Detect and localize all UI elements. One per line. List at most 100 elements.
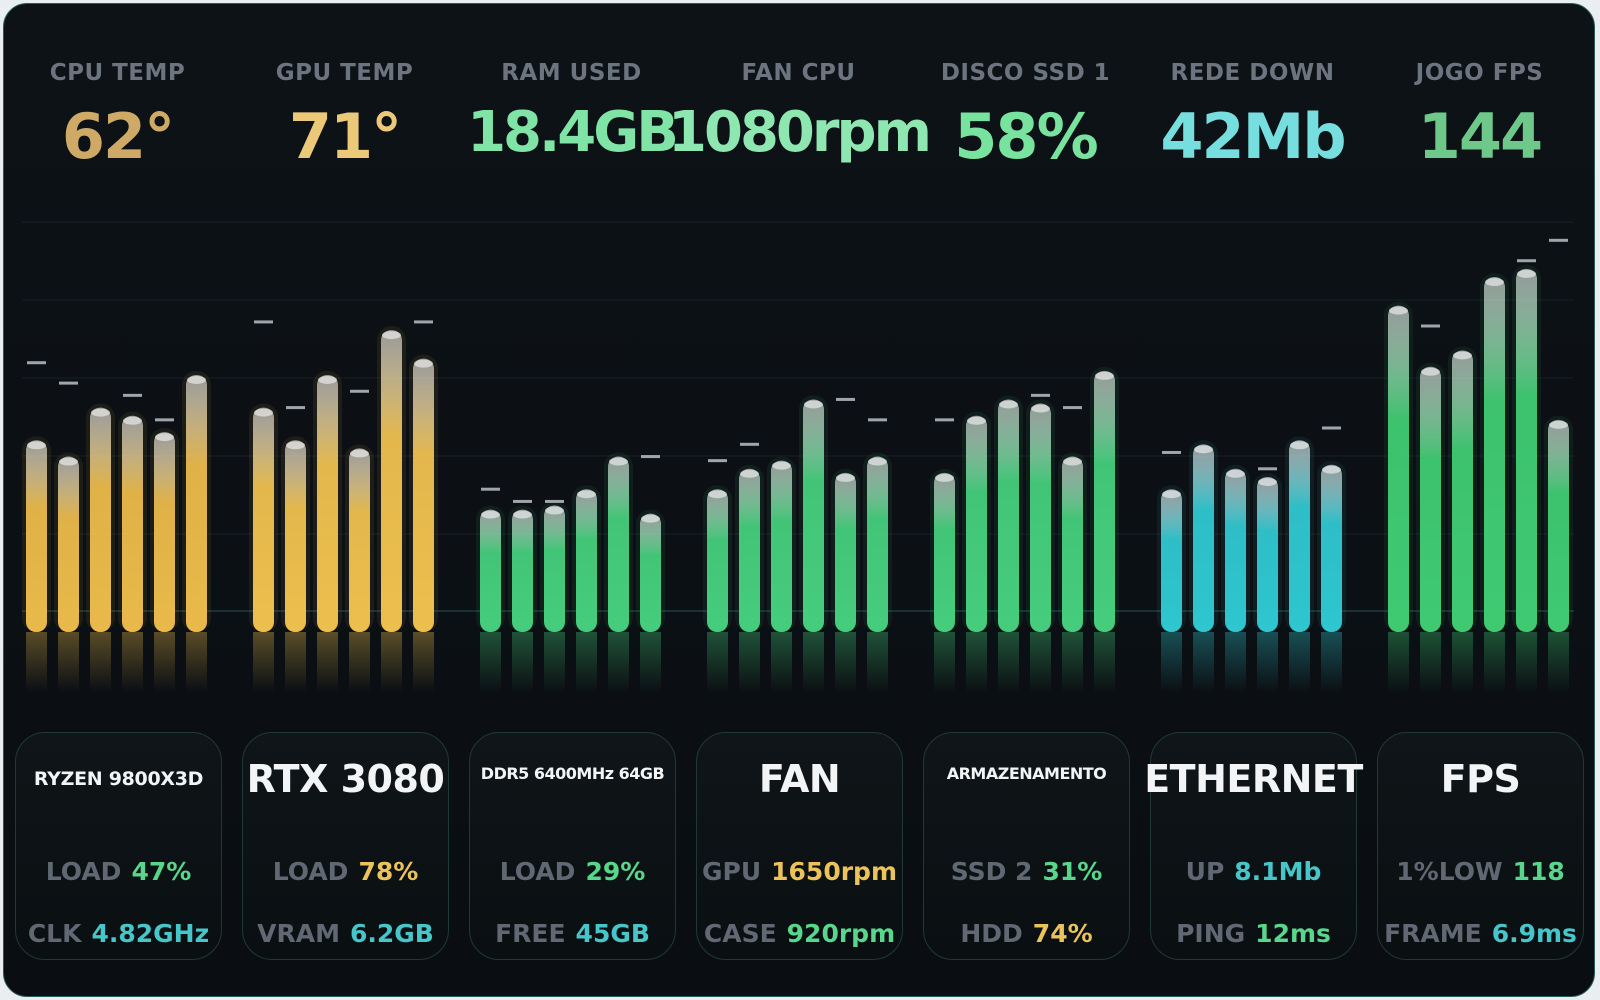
metric-value-net-down: 42Mb <box>1160 100 1346 173</box>
row-key: FRAME <box>1384 919 1482 948</box>
chart-bar <box>576 489 597 632</box>
chart-bar <box>771 460 792 632</box>
bar-reflection <box>26 632 47 692</box>
chart-bar <box>1452 350 1473 632</box>
chart-bar <box>1062 456 1083 632</box>
bar-cap <box>1549 420 1568 429</box>
bar-reflection <box>1516 632 1537 692</box>
bar-cap <box>1389 306 1408 315</box>
chart-bar <box>1257 476 1278 632</box>
bar-cap <box>91 408 110 417</box>
chart-bar <box>349 448 370 632</box>
card-row-fps-low: 1%LOW 118 <box>1378 857 1583 886</box>
chart-bar <box>835 472 856 632</box>
bar-reflection <box>966 632 987 692</box>
chart-bar <box>26 440 47 632</box>
peak-marker <box>123 393 142 397</box>
row-value: 74% <box>1032 919 1093 948</box>
chart-bar <box>1289 440 1310 632</box>
bar-reflection <box>154 632 175 692</box>
metric-label-game-fps: JOGO FPS <box>1415 60 1544 86</box>
bar-cap <box>1226 469 1245 478</box>
bar-reflection <box>1062 632 1083 692</box>
chart-bar <box>480 509 501 632</box>
net-down-column: REDE DOWN 42Mb <box>1139 4 1366 996</box>
card-storage: ARMAZENAMENTO SSD 2 31% HDD 74% <box>923 732 1130 960</box>
bar-reflection <box>739 632 760 692</box>
bar-cap <box>350 449 369 458</box>
peak-marker <box>481 487 500 491</box>
card-title-cpu: RYZEN 9800X3D <box>33 768 204 790</box>
bar-reflection <box>480 632 501 692</box>
bar-cap <box>545 506 564 515</box>
bar-reflection <box>1388 632 1409 692</box>
bar-cap <box>59 457 78 466</box>
bar-cap <box>1322 465 1341 474</box>
chart-bar <box>966 415 987 632</box>
bar-cap <box>1194 445 1213 454</box>
bar-cap <box>513 510 532 519</box>
bar-cap <box>1485 278 1504 287</box>
gpu-temp-column: GPU TEMP 71° <box>231 4 458 996</box>
row-key: VRAM <box>257 919 340 948</box>
bar-reflection <box>1321 632 1342 692</box>
bar-reflection <box>934 632 955 692</box>
row-value: 6.9ms <box>1491 919 1577 948</box>
card-row-cpu-load: LOAD 47% <box>16 857 221 886</box>
peak-marker <box>868 418 887 422</box>
bar-cap <box>868 457 887 466</box>
row-value: 78% <box>358 857 419 886</box>
metric-value-fan-cpu: 1080rpm <box>668 100 932 165</box>
bar-cap <box>1063 457 1082 466</box>
bar-cap <box>1031 404 1050 413</box>
chart-bar <box>1548 419 1569 632</box>
bar-reflection <box>1420 632 1441 692</box>
card-title-fps: FPS <box>1440 757 1521 801</box>
row-value: 31% <box>1042 857 1103 886</box>
card-row-cpu-clk: CLK 4.82GHz <box>16 919 221 948</box>
bar-cap <box>740 469 759 478</box>
row-value: 29% <box>585 857 646 886</box>
chart-bar <box>1225 468 1246 632</box>
bar-reflection <box>544 632 565 692</box>
chart-bar <box>285 440 306 632</box>
bar-cap <box>382 331 401 340</box>
bar-reflection <box>1193 632 1214 692</box>
metric-value-ram-used: 18.4GB <box>467 100 679 165</box>
row-key: SSD 2 <box>950 857 1033 886</box>
bar-cap <box>1517 269 1536 278</box>
peak-marker <box>935 418 954 422</box>
chart-bar <box>1420 366 1441 632</box>
row-key: PING <box>1176 919 1246 948</box>
bar-reflection <box>349 632 370 692</box>
bar-cap <box>836 473 855 482</box>
row-value: 45GB <box>575 919 650 948</box>
bar-reflection <box>608 632 629 692</box>
bar-cap <box>187 375 206 384</box>
metric-value-disk-ssd: 58% <box>954 100 1098 173</box>
bar-cap <box>708 490 727 499</box>
metric-label-net-down: REDE DOWN <box>1170 60 1335 86</box>
metric-label-fan-cpu: FAN CPU <box>741 60 856 86</box>
bar-reflection <box>1452 632 1473 692</box>
peak-marker <box>836 397 855 401</box>
bar-cap <box>1453 351 1472 360</box>
peak-marker <box>708 459 727 463</box>
card-row-fan-gpu: GPU 1650rpm <box>697 857 902 886</box>
card-fan: FAN GPU 1650rpm CASE 920rpm <box>696 732 903 960</box>
card-title-gpu: RTX 3080 <box>246 757 445 801</box>
chart-bar <box>739 468 760 632</box>
row-key: LOAD <box>272 857 349 886</box>
card-title-storage: ARMAZENAMENTO <box>946 763 1107 783</box>
chart-bar <box>1161 489 1182 632</box>
bar-reflection <box>707 632 728 692</box>
bar-cap <box>1290 441 1309 450</box>
row-value: 8.1Mb <box>1234 857 1322 886</box>
row-key: UP <box>1185 857 1225 886</box>
peak-marker <box>27 361 46 365</box>
card-fps: FPS 1%LOW 118 FRAME 6.9ms <box>1377 732 1584 960</box>
card-row-gpu-load: LOAD 78% <box>243 857 448 886</box>
chart-bar <box>998 399 1019 632</box>
peak-marker <box>414 320 433 324</box>
bar-reflection <box>1225 632 1246 692</box>
